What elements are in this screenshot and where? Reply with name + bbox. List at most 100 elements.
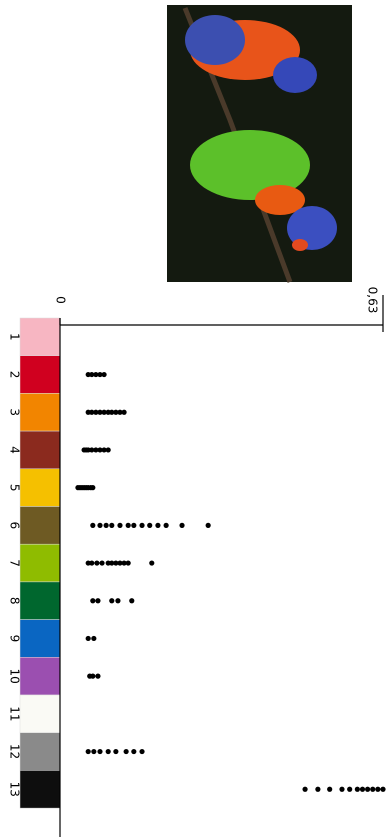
dot [105, 409, 111, 415]
dot [97, 371, 103, 378]
category-label: 13 [8, 782, 22, 797]
dot [93, 409, 99, 415]
category-label: 9 [8, 635, 22, 643]
dot [117, 409, 123, 415]
dot [90, 598, 96, 604]
category-label: 3 [8, 408, 22, 416]
category-label: 1 [8, 333, 22, 341]
category-label: 6 [8, 522, 22, 530]
dot [85, 409, 91, 415]
dot [101, 409, 107, 415]
dot [179, 522, 185, 528]
dot [97, 409, 103, 415]
dot [117, 522, 123, 528]
dot [109, 522, 115, 528]
dot [113, 748, 119, 755]
dot [109, 409, 115, 415]
dot [139, 748, 145, 755]
dot [91, 748, 97, 755]
category-label: 10 [8, 669, 22, 684]
dot [105, 748, 111, 755]
dot [90, 673, 96, 679]
color-swatch [19, 430, 61, 470]
dot [101, 447, 107, 453]
dot [125, 560, 131, 566]
dot [375, 786, 381, 792]
dot [139, 522, 145, 528]
dot [89, 447, 95, 453]
photo [167, 5, 352, 283]
dot [93, 371, 99, 378]
dot [85, 748, 91, 755]
dot [85, 635, 91, 642]
dot [95, 673, 101, 679]
dot [105, 447, 111, 453]
dot [147, 522, 153, 528]
dot [365, 786, 371, 792]
color-swatch [19, 506, 61, 545]
dot [113, 409, 119, 415]
dot [380, 786, 386, 792]
color-swatch [19, 619, 61, 658]
dot [113, 560, 119, 566]
dot [97, 447, 103, 453]
dot [95, 598, 101, 604]
color-swatch [19, 355, 61, 394]
dot [117, 560, 123, 566]
dot [91, 635, 97, 642]
dot [315, 786, 321, 792]
dot [359, 786, 366, 792]
dot [155, 522, 161, 528]
category-label: 4 [8, 446, 22, 454]
dot [370, 786, 376, 792]
color-swatch [19, 317, 61, 356]
dot [115, 598, 121, 604]
dot [121, 560, 127, 566]
dot [205, 522, 211, 528]
dot [123, 748, 129, 755]
dot [97, 522, 103, 528]
dot [149, 560, 155, 566]
category-label: 7 [8, 559, 22, 567]
tick-label: 0 [54, 296, 68, 304]
dot [347, 786, 353, 792]
color-swatch [19, 393, 61, 432]
color-swatch [19, 694, 61, 733]
dot [354, 786, 360, 792]
dot [131, 522, 137, 528]
dot [103, 522, 109, 528]
color-swatch [19, 657, 61, 696]
category-label: 12 [8, 744, 22, 759]
dot [85, 371, 91, 378]
dot [125, 522, 131, 528]
dot [94, 560, 100, 566]
dot [99, 560, 105, 566]
dot [129, 598, 135, 604]
color-swatch [19, 581, 61, 620]
dot [89, 371, 95, 378]
category-label: 5 [8, 484, 22, 492]
dot [85, 447, 91, 453]
dot [90, 522, 96, 528]
color-swatch [19, 732, 61, 771]
dot [121, 409, 127, 415]
dot [109, 560, 115, 566]
dot [163, 522, 169, 528]
tick-label: 0,63 [366, 287, 380, 314]
color-swatch [19, 543, 61, 583]
dot [105, 560, 111, 566]
dot [101, 371, 107, 378]
dot [131, 748, 137, 755]
dot [89, 560, 95, 566]
category-label: 2 [8, 371, 22, 379]
dot [302, 786, 308, 792]
dot [339, 786, 345, 792]
dot [97, 748, 103, 755]
category-label: 11 [8, 706, 22, 721]
color-swatch [19, 468, 61, 507]
dot [327, 786, 333, 792]
dot [85, 560, 91, 566]
color-swatch [19, 770, 61, 809]
